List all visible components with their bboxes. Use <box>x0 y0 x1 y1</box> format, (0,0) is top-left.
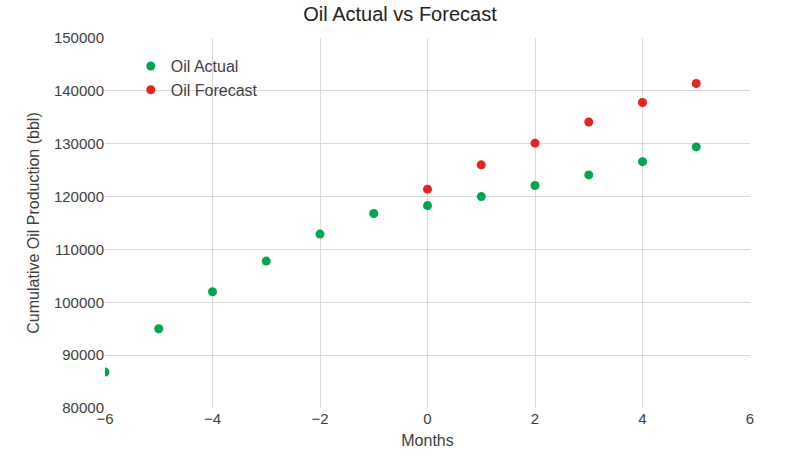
svg-text:−4: −4 <box>204 410 221 427</box>
svg-text:110000: 110000 <box>55 241 104 258</box>
svg-text:6: 6 <box>746 410 754 427</box>
svg-text:Oil Actual: Oil Actual <box>171 58 239 75</box>
svg-text:Oil Actual vs Forecast: Oil Actual vs Forecast <box>303 3 497 25</box>
svg-text:Months: Months <box>401 432 453 449</box>
svg-text:−2: −2 <box>311 410 328 427</box>
svg-text:150000: 150000 <box>54 29 104 46</box>
svg-text:−6: −6 <box>96 410 113 427</box>
svg-text:130000: 130000 <box>54 135 104 152</box>
svg-text:80000: 80000 <box>62 399 104 416</box>
svg-text:100000: 100000 <box>54 294 104 311</box>
svg-text:4: 4 <box>638 410 646 427</box>
svg-text:2: 2 <box>531 410 539 427</box>
svg-text:120000: 120000 <box>54 188 104 205</box>
svg-text:90000: 90000 <box>62 346 104 363</box>
svg-text:Oil Forecast: Oil Forecast <box>171 82 258 99</box>
svg-text:0: 0 <box>423 410 431 427</box>
svg-text:140000: 140000 <box>54 82 104 99</box>
svg-text:Cumulative Oil Production (bbl: Cumulative Oil Production (bbl) <box>25 112 42 333</box>
